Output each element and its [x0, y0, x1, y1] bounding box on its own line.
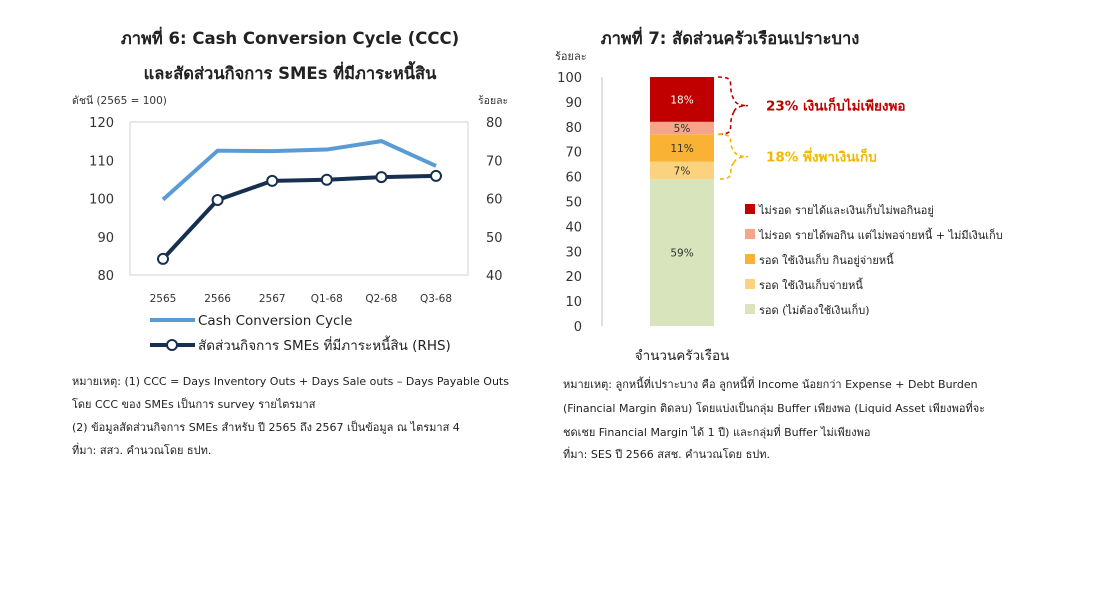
y-tick-label: 70 — [565, 146, 582, 161]
right-y-tick-label: 40 — [486, 269, 503, 284]
bar-segment-label: 5% — [674, 123, 691, 135]
y-tick-label: 60 — [565, 171, 582, 186]
left-note-line2: โดย CCC ของ SMEs เป็นการ survey รายไตรมา… — [72, 398, 316, 411]
annotation-savings-reliant: 18% พึ่งพาเงินเก็บ — [766, 147, 877, 166]
y-tick-label: 50 — [565, 196, 582, 211]
right-note-line2: (Financial Margin ติดลบ) โดยแบ่งเป็นกลุ่… — [563, 402, 986, 415]
y-tick-label: 30 — [565, 245, 582, 260]
x-tick-label: Q2-68 — [365, 293, 397, 305]
legend-label: ไม่รอด รายได้และเงินเก็บไม่พอกินอยู่ — [758, 203, 934, 217]
bar-segment-label: 59% — [670, 248, 693, 260]
legend-sme-marker — [166, 339, 178, 351]
left-y-tick-label: 90 — [97, 231, 114, 246]
right-note-line3: ชดเชย Financial Margin ได้ 1 ปี) และกลุ่… — [563, 426, 871, 439]
legend-swatch — [745, 304, 755, 314]
left-note-line4: ที่มา: สสว. คำนวณโดย ธปท. — [72, 444, 212, 457]
red-bracket — [717, 76, 749, 136]
right-y-tick-label: 80 — [486, 116, 503, 131]
y-tick-label: 90 — [565, 96, 582, 111]
left-chart-panel: ภาพที่ 6: Cash Conversion Cycle (CCC) แล… — [0, 0, 540, 604]
y-tick-label: 10 — [565, 295, 582, 310]
left-y-tick-label: 80 — [97, 269, 114, 284]
right-y-tick-label: 60 — [486, 193, 503, 208]
right-chart-title: ภาพที่ 7: สัดส่วนครัวเรือนเปราะบาง — [600, 29, 860, 48]
legend-ccc-label: Cash Conversion Cycle — [198, 313, 352, 329]
x-tick-label: Q3-68 — [420, 293, 452, 305]
y-tick-label: 80 — [565, 121, 582, 136]
bar-segment — [650, 121, 714, 135]
x-tick-label: Q1-68 — [311, 293, 343, 305]
stacked-bar-chart: ร้อยละ 0 10 20 30 40 50 60 70 80 90 100 59% 7% 11% 5% 18… — [555, 50, 1003, 362]
sme-debt-point — [266, 174, 279, 187]
bar-segment — [650, 161, 714, 180]
sme-debt-point — [320, 173, 333, 186]
sme-debt-point — [157, 252, 169, 265]
y-tick-label: 20 — [565, 270, 582, 285]
bar-segment — [650, 179, 714, 326]
x-tick-label: 2566 — [204, 293, 231, 305]
y-tick-label: 100 — [557, 71, 582, 86]
left-y-tick-label: 120 — [89, 116, 114, 131]
line-chart: 80 90 100 110 120 40 50 60 70 80 ดัชนี (2565 = 100… — [72, 94, 508, 354]
plot-frame — [129, 121, 469, 276]
annotation-insufficient-savings: 23% เงินเก็บไม่เพียงพอ — [766, 97, 906, 115]
legend-swatch — [745, 279, 755, 289]
right-note-line1: หมายเหตุ: ลูกหนี้ที่เปราะบาง คือ ลูกหนี้… — [563, 378, 978, 391]
left-y-tick-label: 110 — [89, 154, 114, 169]
bar-segment — [650, 77, 714, 122]
y-tick-label: 0 — [574, 320, 582, 335]
yellow-bracket — [717, 133, 749, 180]
right-y-axis-label: ร้อยละ — [478, 95, 508, 107]
right-y-tick-label: 50 — [486, 231, 503, 246]
bar-segment — [650, 134, 714, 162]
y-tick-label: 40 — [565, 220, 582, 235]
left-chart-title-line2: และสัดส่วนกิจการ SMEs ที่มีภาระหนี้สิน — [143, 64, 437, 83]
left-y-tick-label: 100 — [89, 193, 114, 208]
sme-debt-point — [375, 171, 388, 184]
right-y-tick-label: 70 — [486, 154, 503, 169]
sme-debt-point — [430, 169, 442, 182]
legend-label: รอด (ไม่ต้องใช้เงินเก็บ) — [759, 303, 870, 317]
left-chart-title-line1: ภาพที่ 6: Cash Conversion Cycle (CCC) — [120, 29, 460, 48]
legend-swatch — [745, 229, 755, 239]
x-tick-label: 2565 — [150, 293, 177, 305]
bar-segment-label: 7% — [674, 165, 691, 177]
bar-segment-label: 11% — [670, 143, 693, 155]
bar-segment-label: 18% — [670, 94, 693, 106]
right-note-line4: ที่มา: SES ปี 2566 สสช. คำนวณโดย ธปท. — [563, 448, 771, 461]
x-axis-label: จำนวนครัวเรือน — [635, 348, 730, 362]
left-y-axis-label: ดัชนี (2565 = 100) — [72, 94, 167, 107]
legend-label: ไม่รอด รายได้พอกิน แต่ไม่พอจ่ายหนี้ + ไม… — [758, 227, 1003, 242]
sme-debt-series-line — [161, 173, 437, 261]
sme-debt-point — [211, 194, 224, 207]
legend-label: รอด ใช้เงินเก็บ กินอยู่จ่ายหนี้ — [759, 252, 894, 267]
y-axis-label: ร้อยละ — [555, 50, 587, 63]
right-chart-panel: ภาพที่ 7: สัดส่วนครัวเรือนเปราะบาง ร้อยล… — [545, 0, 1100, 604]
legend-sme-label: สัดส่วนกิจการ SMEs ที่มีภาระหนี้สิน (RHS… — [198, 335, 451, 354]
ccc-series-line — [161, 139, 437, 202]
left-note-line3: (2) ข้อมูลสัดส่วนกิจการ SMEs สำหรับ ปี 2… — [72, 421, 460, 434]
legend-swatch — [745, 204, 755, 214]
legend-swatch — [745, 254, 755, 264]
legend-label: รอด ใช้เงินเก็บจ่ายหนี้ — [759, 277, 863, 292]
left-note-line1: หมายเหตุ: (1) CCC = Days Inventory Outs … — [72, 375, 509, 388]
x-tick-label: 2567 — [259, 293, 286, 305]
